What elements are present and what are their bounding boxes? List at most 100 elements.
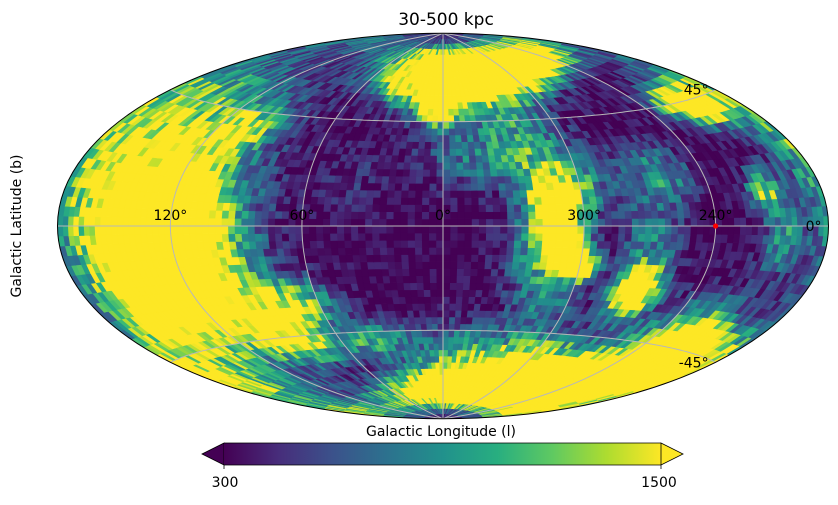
- heatmap-cell: [644, 225, 652, 234]
- heatmap-cell: [357, 211, 366, 220]
- heatmap-cell: [253, 225, 262, 234]
- heatmap-cell: [322, 203, 332, 212]
- heatmap-cell: [540, 196, 549, 205]
- heatmap-cell: [359, 261, 369, 270]
- heatmap-cell: [343, 232, 352, 241]
- heatmap-cell: [344, 196, 353, 205]
- heatmap-cell: [145, 217, 153, 227]
- heatmap-cell: [541, 240, 550, 249]
- heatmap-cell: [380, 268, 390, 277]
- heatmap-cell: [268, 240, 277, 249]
- heatmap-cell: [463, 190, 472, 198]
- heatmap-cell: [490, 261, 499, 270]
- heatmap-cell: [399, 232, 408, 241]
- heatmap-cell: [504, 182, 513, 191]
- heatmap-cell: [604, 218, 612, 227]
- heatmap-cell: [88, 225, 96, 236]
- heatmap-cell: [448, 296, 457, 304]
- heatmap-cell: [435, 282, 444, 290]
- heatmap-cell: [477, 247, 486, 255]
- heatmap-cell: [525, 254, 535, 263]
- heatmap-cell: [555, 218, 564, 227]
- heatmap-cell: [513, 204, 522, 212]
- heatmap-cell: [189, 233, 197, 243]
- heatmap-cell: [227, 217, 235, 227]
- heatmap-cell: [527, 204, 536, 212]
- heatmap-cell: [429, 282, 437, 291]
- heatmap-cell: [428, 232, 437, 241]
- heatmap-cell: [392, 225, 401, 234]
- heatmap-cell: [643, 210, 652, 219]
- heatmap-cell: [562, 225, 571, 234]
- heatmap-cell: [414, 218, 422, 227]
- heatmap-cell: [518, 254, 528, 263]
- heatmap-cell: [511, 189, 521, 198]
- heatmap-cell: [531, 261, 541, 270]
- heatmap-cell: [385, 218, 394, 227]
- heatmap-cell: [461, 148, 469, 156]
- heatmap-cell: [442, 368, 448, 375]
- heatmap-cell: [456, 190, 465, 198]
- heatmap-cell: [547, 247, 556, 256]
- heatmap-cell: [414, 190, 423, 198]
- heatmap-cell: [371, 232, 380, 241]
- heatmap-cell: [475, 275, 484, 284]
- heatmap-cell: [373, 261, 382, 270]
- heatmap-cell: [623, 210, 632, 219]
- heatmap-cell: [796, 216, 803, 227]
- heatmap-cell: [396, 161, 405, 170]
- heatmap-cell: [253, 218, 262, 227]
- heatmap-cell: [214, 209, 223, 219]
- heatmap-cell: [421, 247, 430, 255]
- heatmap-cell: [644, 218, 652, 227]
- heatmap-cell: [436, 148, 444, 156]
- heatmap-cell: [379, 196, 388, 205]
- heatmap-cell: [541, 233, 550, 241]
- heatmap-cell: [505, 189, 514, 198]
- heatmap-cell: [475, 161, 484, 170]
- heatmap-cell: [247, 218, 255, 227]
- heatmap-cell: [151, 225, 159, 235]
- heatmap-cell: [541, 203, 550, 212]
- heatmap-cell: [394, 268, 403, 277]
- heatmap-cell: [468, 154, 477, 163]
- heatmap-cell: [610, 233, 619, 242]
- heatmap-cell: [663, 209, 672, 219]
- heatmap-cell: [436, 303, 444, 311]
- heatmap-cell: [399, 218, 408, 227]
- heatmap-cell: [442, 148, 450, 156]
- heatmap-cell: [464, 225, 472, 234]
- heatmap-cell: [492, 232, 501, 241]
- heatmap-cell: [471, 232, 479, 241]
- heatmap-cell: [423, 289, 431, 297]
- heatmap-cell: [105, 225, 112, 236]
- heatmap-cell: [417, 303, 426, 311]
- heatmap-cell: [677, 225, 685, 235]
- heatmap-cell: [476, 261, 486, 270]
- heatmap-cell: [449, 225, 458, 234]
- heatmap-cell: [462, 275, 471, 284]
- heatmap-cell: [350, 204, 359, 212]
- heatmap-cell: [497, 261, 506, 270]
- heatmap-cell: [677, 217, 685, 227]
- heatmap-cell: [468, 161, 477, 170]
- heatmap-cell: [512, 196, 521, 205]
- heatmap-cell: [379, 247, 388, 256]
- heatmap-cell: [407, 254, 416, 263]
- heatmap-cell: [416, 289, 425, 297]
- heatmap-cell: [727, 225, 735, 235]
- heatmap-cell: [422, 176, 430, 184]
- heatmap-cell: [402, 275, 411, 284]
- heatmap-cell: [438, 361, 444, 369]
- heatmap-cell: [378, 225, 387, 234]
- heatmap-cell: [254, 210, 263, 219]
- heatmap-cell: [428, 197, 437, 205]
- heatmap-cell: [478, 218, 487, 227]
- heatmap-cell: [490, 182, 499, 191]
- heatmap-cell: [322, 233, 331, 241]
- heatmap-cell: [133, 216, 141, 227]
- heatmap-cell: [422, 162, 431, 170]
- heatmap-cell: [415, 268, 424, 277]
- heatmap-cell: [395, 168, 404, 177]
- heatmap-cell: [330, 247, 339, 256]
